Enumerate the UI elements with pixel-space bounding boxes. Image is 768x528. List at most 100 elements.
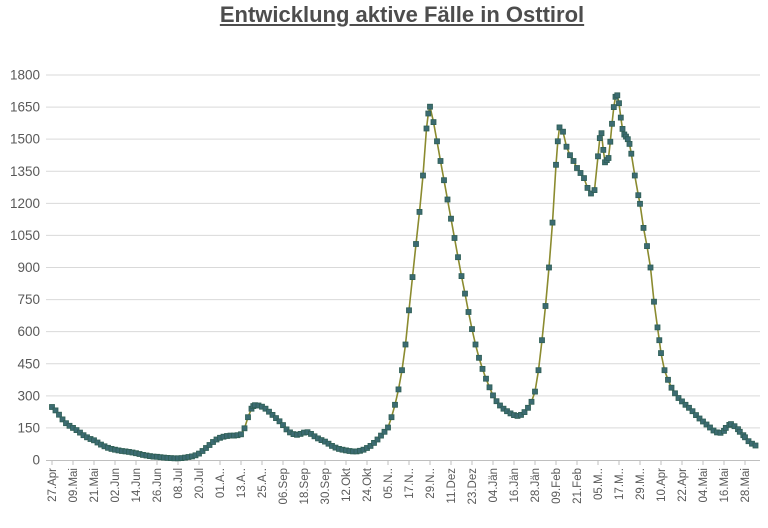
x-tick-label: 01.A..	[215, 468, 227, 498]
data-series-markers	[49, 92, 759, 462]
x-tick-label: 09.Mai	[68, 468, 80, 503]
y-tick-label: 1350	[10, 164, 40, 179]
y-tick-label: 150	[17, 420, 40, 435]
data-point-marker	[581, 175, 587, 182]
data-point-marker	[483, 375, 489, 382]
data-point-marker	[388, 414, 395, 421]
data-point-marker	[437, 158, 444, 164]
data-point-marker	[385, 424, 391, 431]
data-point-marker	[479, 365, 486, 372]
data-point-marker	[425, 110, 432, 117]
data-point-marker	[241, 425, 248, 432]
data-point-marker	[700, 418, 706, 425]
data-point-marker	[675, 395, 682, 401]
data-point-marker	[658, 350, 664, 357]
data-point-marker	[49, 404, 55, 410]
data-series-line	[51, 94, 756, 460]
data-point-marker	[395, 386, 402, 393]
data-point-marker	[560, 128, 566, 135]
x-tick-label: 16.Mai	[719, 468, 731, 503]
data-point-marker	[458, 273, 465, 280]
data-point-marker	[420, 172, 426, 179]
data-point-marker	[374, 436, 381, 443]
data-point-marker	[238, 431, 244, 438]
data-point-marker	[640, 224, 647, 231]
data-point-marker	[679, 398, 685, 405]
series-polyline	[51, 94, 756, 460]
data-point-marker	[430, 119, 437, 125]
data-point-marker	[402, 341, 409, 348]
data-point-marker	[549, 219, 556, 226]
data-point-marker	[607, 138, 614, 145]
data-point-marker	[577, 170, 584, 176]
y-tick-label: 750	[17, 292, 40, 307]
x-tick-label: 05.N..	[383, 468, 395, 499]
data-point-marker	[528, 398, 535, 405]
data-point-marker	[535, 367, 542, 374]
gridlines	[46, 74, 760, 429]
data-point-marker	[614, 92, 621, 99]
data-point-marker	[637, 200, 643, 207]
data-point-marker	[269, 411, 276, 418]
data-point-marker	[654, 324, 661, 331]
data-point-marker	[619, 126, 626, 132]
x-tick-label: 06.Sep	[278, 468, 290, 504]
data-point-marker	[266, 408, 272, 415]
data-point-marker	[283, 426, 290, 433]
data-point-marker	[591, 187, 598, 194]
x-tick-label: 12.Okt	[341, 467, 353, 502]
data-point-marker	[628, 150, 635, 157]
data-point-marker	[631, 172, 638, 179]
data-point-marker	[598, 130, 605, 137]
data-point-marker	[609, 120, 615, 127]
data-point-marker	[52, 407, 59, 414]
data-point-marker	[416, 208, 423, 215]
data-point-marker	[554, 138, 561, 145]
x-tick-label: 05.M..	[593, 468, 605, 500]
x-tick-label: 02.Jun	[110, 468, 122, 503]
data-point-marker	[371, 439, 377, 446]
data-point-marker	[539, 337, 545, 344]
data-point-marker	[563, 143, 570, 150]
data-point-marker	[610, 104, 617, 110]
data-point-marker	[378, 432, 384, 439]
data-point-marker	[273, 415, 279, 422]
data-point-marker	[469, 326, 475, 333]
data-point-marker	[682, 401, 689, 408]
x-tick-label: 10.Apr	[656, 468, 668, 502]
x-tick-label: 28.Mai	[740, 468, 752, 503]
data-point-marker	[465, 309, 472, 315]
x-tick-label: 21.Feb	[572, 468, 584, 504]
data-point-marker	[455, 254, 461, 261]
data-point-marker	[567, 152, 573, 159]
x-tick-label: 23.Dez	[467, 468, 479, 505]
y-tick-label: 1650	[10, 100, 40, 115]
data-point-marker	[423, 125, 430, 132]
data-point-marker	[742, 434, 748, 441]
data-point-marker	[245, 414, 251, 421]
data-point-marker	[570, 158, 577, 164]
y-tick-label: 300	[17, 388, 40, 403]
data-point-marker	[521, 409, 528, 416]
data-point-marker	[56, 411, 62, 418]
x-axis-labels: 27.Apr 09.Mai 21.Mai 02.Jun 14.Jun 26.Jun 08.J…	[47, 467, 752, 504]
data-point-marker	[616, 100, 622, 107]
x-tick-label: 26.Jun	[152, 468, 164, 503]
data-point-marker	[525, 404, 531, 411]
x-tick-label: 28.Jän	[530, 468, 542, 503]
data-point-marker	[553, 161, 559, 168]
x-tick-label: 08.Jul	[173, 468, 185, 499]
data-point-marker	[696, 415, 703, 422]
x-tick-label: 29.M..	[635, 468, 647, 500]
y-tick-label: 1500	[10, 132, 40, 147]
x-tick-label: 29.N..	[425, 468, 437, 499]
x-tick-label: 18.Sep	[299, 468, 311, 504]
data-point-marker	[584, 184, 591, 191]
x-tick-label: 04.Jän	[488, 468, 500, 503]
data-point-marker	[596, 135, 603, 142]
data-point-marker	[689, 408, 696, 415]
data-point-marker	[665, 376, 671, 383]
data-point-marker	[661, 367, 668, 374]
x-tick-label: 16.Jän	[509, 468, 521, 503]
